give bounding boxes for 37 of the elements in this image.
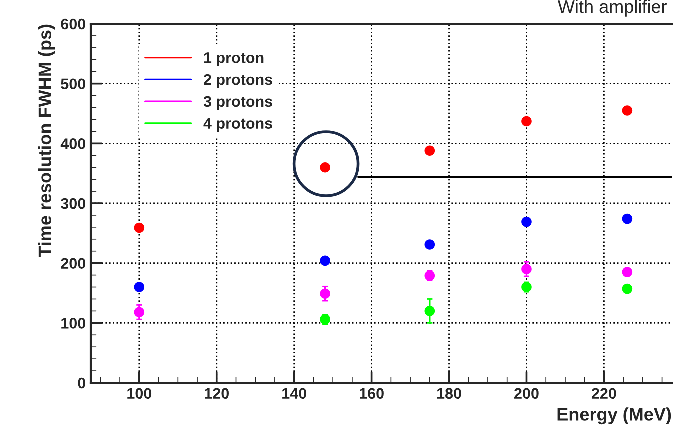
point xyxy=(424,240,436,250)
x-tick-label: 200 xyxy=(514,388,539,400)
legend-label: 2 protons xyxy=(204,74,272,88)
point xyxy=(424,146,436,156)
x-tick-label: 220 xyxy=(592,388,616,400)
y-tick-label: 400 xyxy=(60,138,86,150)
point xyxy=(522,216,532,228)
point xyxy=(522,116,532,127)
point xyxy=(622,267,633,278)
point xyxy=(424,306,436,316)
x-tick-label: 100 xyxy=(128,388,152,400)
legend-label: 4 protons xyxy=(204,118,272,132)
x-tick-label: 160 xyxy=(360,388,384,400)
y-tick-label: 100 xyxy=(62,318,86,329)
y-tick-label: 300 xyxy=(61,198,86,210)
x-tick-label: 180 xyxy=(437,388,462,400)
chart-title: With amplifier xyxy=(558,0,667,17)
y-tick-label: 0 xyxy=(78,378,86,389)
x-tick-label: 140 xyxy=(282,388,306,400)
point xyxy=(522,264,532,274)
point xyxy=(622,284,633,294)
y-axis-title: Time resolution FWHM (ps) xyxy=(38,24,56,258)
point xyxy=(622,214,633,224)
x-tick-label: 120 xyxy=(205,388,229,400)
point xyxy=(134,282,145,292)
point xyxy=(320,162,330,173)
point xyxy=(320,288,330,299)
point xyxy=(134,307,145,318)
y-tick-label: 200 xyxy=(61,258,86,270)
x-axis-title: Energy (MeV) xyxy=(558,408,672,425)
y-tick-label: 500 xyxy=(61,78,86,90)
point xyxy=(134,222,145,234)
legend-label: 1 proton xyxy=(204,52,264,66)
point xyxy=(622,106,633,116)
y-tick-label: 600 xyxy=(61,18,86,30)
point xyxy=(320,256,330,266)
legend-label: 3 protons xyxy=(204,96,272,110)
